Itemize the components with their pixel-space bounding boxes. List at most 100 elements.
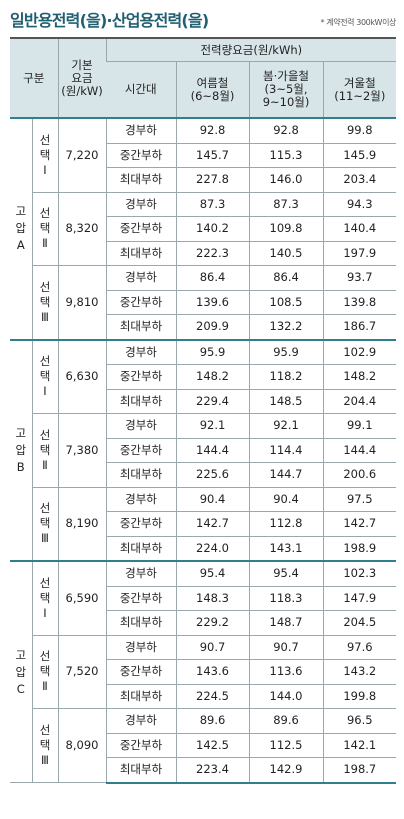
spring-autumn-rate-cell: 92.8 bbox=[248, 117, 324, 144]
spring-autumn-rate-cell: 87.3 bbox=[248, 192, 324, 217]
spring-autumn-rate-cell: 142.9 bbox=[248, 757, 324, 784]
grade-label: 고압B bbox=[10, 338, 32, 562]
summer-rate-cell: 143.6 bbox=[175, 659, 250, 685]
winter-rate-cell: 197.9 bbox=[322, 241, 397, 266]
table-row: 고압B 선택Ⅰ 6,630 경부하 95.9 95.9 102.9 bbox=[10, 338, 397, 562]
option-label-text: 선택Ⅲ bbox=[39, 501, 51, 546]
time-slot-cell: 경부하 bbox=[105, 635, 177, 660]
summer-rate-cell: 139.6 bbox=[175, 290, 250, 315]
spring-autumn-rate-cell: 90.4 bbox=[248, 487, 324, 512]
spring-autumn-rate-cell: 109.8 bbox=[248, 216, 324, 242]
base-fee-cell: 9,810 bbox=[57, 265, 107, 340]
spring-autumn-rate-cell: 115.3 bbox=[248, 143, 324, 168]
winter-rate-cell: 93.7 bbox=[322, 265, 397, 291]
time-slot-cell: 최대부하 bbox=[105, 389, 177, 414]
summer-rate-cell: 223.4 bbox=[175, 757, 250, 784]
option-label: 선택Ⅲ bbox=[31, 265, 59, 340]
table-row: 선택Ⅱ 7,520 경부하 90.7 90.7 97.6 bbox=[10, 635, 397, 709]
time-slot-cell: 중간부하 bbox=[105, 438, 177, 463]
time-slot-cell: 최대부하 bbox=[105, 757, 177, 784]
summer-rate-cell: 89.6 bbox=[175, 708, 250, 734]
spring-autumn-rate-cell: 118.2 bbox=[248, 364, 324, 390]
spring-autumn-rate-cell: 112.5 bbox=[248, 733, 324, 758]
time-slot-cell: 경부하 bbox=[105, 560, 177, 587]
base-fee-cell: 6,630 bbox=[57, 338, 107, 414]
time-slot-cell: 최대부하 bbox=[105, 462, 177, 488]
spring-autumn-rate-cell: 92.1 bbox=[248, 413, 324, 439]
table-row: 선택Ⅱ 8,320 경부하 87.3 87.3 94.3 bbox=[10, 192, 397, 266]
summer-rate-cell: 224.0 bbox=[175, 536, 250, 562]
spring-autumn-rate-cell: 143.1 bbox=[248, 536, 324, 562]
spring-autumn-rate-cell: 113.6 bbox=[248, 659, 324, 685]
winter-rate-cell: 99.1 bbox=[322, 413, 397, 439]
summer-rate-cell: 140.2 bbox=[175, 216, 250, 242]
table-row: 최대부하 229.4 148.5 204.4 bbox=[10, 389, 397, 414]
time-slot-cell: 중간부하 bbox=[105, 290, 177, 315]
tariff-table: 구분 기본 요금 (원/kW) 전력량요금(원/kWh) 시간대 여름철 (6~… bbox=[10, 37, 397, 784]
winter-rate-cell: 186.7 bbox=[322, 314, 397, 340]
winter-rate-cell: 148.2 bbox=[322, 364, 397, 390]
winter-rate-cell: 97.6 bbox=[322, 635, 397, 660]
spring-autumn-rate-cell: 95.4 bbox=[248, 560, 324, 587]
table-row: 선택Ⅲ 9,810 경부하 86.4 86.4 93.7 bbox=[10, 265, 397, 340]
spring-autumn-rate-cell: 148.7 bbox=[248, 610, 324, 636]
winter-rate-cell: 102.9 bbox=[322, 338, 397, 365]
grade-label-text: 고압C bbox=[15, 647, 27, 696]
base-fee-cell: 8,190 bbox=[57, 487, 107, 562]
table-row: 중간부하 143.6 113.6 143.2 bbox=[10, 659, 397, 685]
spring-autumn-rate-cell: 148.5 bbox=[248, 389, 324, 414]
time-slot-cell: 경부하 bbox=[105, 192, 177, 217]
base-fee-cell: 8,090 bbox=[57, 708, 107, 783]
option-label: 선택Ⅰ bbox=[31, 117, 59, 193]
winter-rate-cell: 199.8 bbox=[322, 684, 397, 709]
option-label-text: 선택Ⅲ bbox=[39, 279, 51, 324]
spring-autumn-rate-cell: 132.2 bbox=[248, 314, 324, 340]
summer-rate-cell: 86.4 bbox=[175, 265, 250, 291]
winter-rate-cell: 96.5 bbox=[322, 708, 397, 734]
option-label-text: 선택Ⅱ bbox=[39, 427, 51, 472]
winter-rate-cell: 147.9 bbox=[322, 586, 397, 611]
time-slot-cell: 경부하 bbox=[105, 265, 177, 291]
summer-rate-cell: 229.4 bbox=[175, 389, 250, 414]
time-slot-cell: 중간부하 bbox=[105, 586, 177, 611]
spring-autumn-rate-cell: 146.0 bbox=[248, 167, 324, 193]
table-row: 중간부하 142.7 112.8 142.7 bbox=[10, 511, 397, 537]
header-summer-text: 여름철 (6~8월) bbox=[190, 75, 235, 103]
spring-autumn-rate-cell: 114.4 bbox=[248, 438, 324, 463]
time-slot-cell: 경부하 bbox=[105, 708, 177, 734]
option-label-text: 선택Ⅰ bbox=[39, 132, 51, 177]
winter-rate-cell: 143.2 bbox=[322, 659, 397, 685]
winter-rate-cell: 140.4 bbox=[322, 216, 397, 242]
winter-rate-cell: 97.5 bbox=[322, 487, 397, 512]
time-slot-cell: 경부하 bbox=[105, 487, 177, 512]
table-row: 선택Ⅲ 8,190 경부하 90.4 90.4 97.5 bbox=[10, 487, 397, 562]
table-row: 최대부하 223.4 142.9 198.7 bbox=[10, 757, 397, 784]
table-row: 최대부하 209.9 132.2 186.7 bbox=[10, 314, 397, 340]
option-label: 선택Ⅰ bbox=[31, 338, 59, 414]
time-slot-cell: 최대부하 bbox=[105, 314, 177, 340]
table-row: 중간부하 142.5 112.5 142.1 bbox=[10, 733, 397, 758]
base-fee-cell: 6,590 bbox=[57, 560, 107, 636]
summer-rate-cell: 145.7 bbox=[175, 143, 250, 168]
winter-rate-cell: 198.9 bbox=[322, 536, 397, 562]
table-row: 중간부하 148.3 118.3 147.9 bbox=[10, 586, 397, 611]
winter-rate-cell: 94.3 bbox=[322, 192, 397, 217]
time-slot-cell: 최대부하 bbox=[105, 241, 177, 266]
base-fee-cell: 7,380 bbox=[57, 413, 107, 488]
summer-rate-cell: 87.3 bbox=[175, 192, 250, 217]
tariff-table-body: 고압A 선택Ⅰ 7,220 경부하 92.8 92.8 99.8 중간부하 145.7 115.3… bbox=[10, 117, 397, 784]
winter-rate-cell: 198.7 bbox=[322, 757, 397, 784]
spring-autumn-rate-cell: 108.5 bbox=[248, 290, 324, 315]
table-row: 중간부하 144.4 114.4 144.4 bbox=[10, 438, 397, 463]
summer-rate-cell: 209.9 bbox=[175, 314, 250, 340]
table-row: 고압C 선택Ⅰ 6,590 경부하 95.4 95.4 102.3 bbox=[10, 560, 397, 783]
winter-rate-cell: 200.6 bbox=[322, 462, 397, 488]
spring-autumn-rate-cell: 86.4 bbox=[248, 265, 324, 291]
option-label: 선택Ⅲ bbox=[31, 487, 59, 562]
header-time-slot: 시간대 bbox=[106, 61, 177, 119]
spring-autumn-rate-cell: 89.6 bbox=[248, 708, 324, 734]
table-row: 고압A 선택Ⅰ 7,220 경부하 92.8 92.8 99.8 bbox=[10, 117, 397, 340]
winter-rate-cell: 142.1 bbox=[322, 733, 397, 758]
option-label-text: 선택Ⅰ bbox=[39, 354, 51, 399]
option-label-text: 선택Ⅱ bbox=[39, 206, 51, 251]
